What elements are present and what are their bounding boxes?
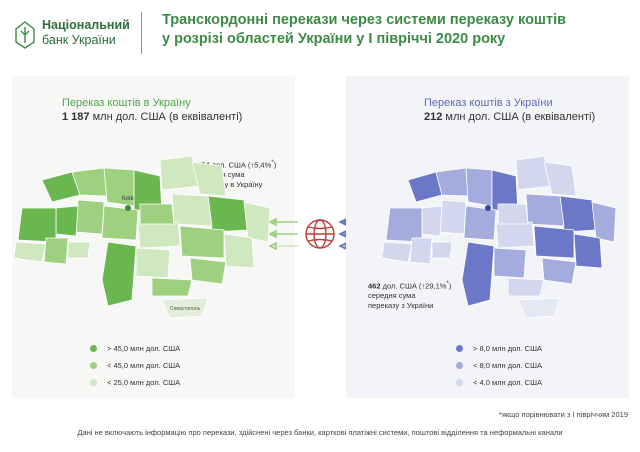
inbound-map: Київ Севастополь: [13, 155, 271, 319]
region-kherson: [151, 277, 193, 297]
outbound-average-value: 462: [368, 281, 381, 291]
footnote: *якщо порівнювати з І півріччям 2019: [498, 410, 628, 419]
title-line2: у розрізі областей України у І півріччі …: [162, 31, 506, 47]
region-lviv: [17, 207, 57, 243]
legend-label: > 8,0 млн дол. США: [473, 344, 542, 353]
legend-dot-icon: [90, 379, 97, 386]
inbound-title: Переказ коштів в Україну 1 187 млн дол. …: [62, 96, 242, 124]
outbound-footnote-mark: *: [446, 280, 449, 287]
inbound-legend-item: < 45,0 млн дол. США: [90, 357, 180, 374]
region-cherkasy: [139, 203, 175, 225]
region-mykolaiv: [135, 247, 171, 279]
logo-text: Національний банк України: [42, 18, 130, 48]
inbound-heading: Переказ коштів в Україну: [62, 97, 191, 109]
kyiv-label: Київ: [122, 196, 134, 202]
legend-label: < 25,0 млн дол. США: [107, 378, 181, 387]
footer-disclaimer: Дані не включають інформацію про переказ…: [77, 428, 563, 437]
region-crimea: [161, 297, 209, 319]
page-title: Транскордонні перекази через системи пер…: [162, 11, 622, 49]
inbound-amount-suffix: млн дол. США (в еквіваленті): [89, 111, 243, 123]
logo-line2: банк України: [42, 33, 116, 47]
region-donetsk: [223, 233, 255, 269]
globe-icon: [305, 219, 335, 249]
inbound-legend: > 45,0 млн дол. США < 45,0 млн дол. США …: [90, 340, 180, 391]
region-vinnytsia: [101, 205, 139, 241]
outbound-average-change: дол. США (↑29,1%: [380, 281, 447, 291]
outbound-amount: 212: [424, 111, 443, 123]
legend-label: < 45,0 млн дол. США: [107, 361, 181, 370]
header: Національний банк України Транскордонні …: [0, 0, 640, 66]
region-kirovohrad: [137, 221, 181, 249]
title-line1: Транскордонні перекази через системи пер…: [162, 12, 567, 28]
outbound-average-note: 462 дол. США (↑29,1%*) середня сума пере…: [368, 279, 451, 310]
outbound-close-paren: ): [448, 281, 452, 291]
inbound-footnote-mark: *: [271, 159, 274, 166]
legend-dot-icon: [90, 362, 97, 369]
outbound-note-line2: середня сума: [368, 291, 416, 300]
region-ivano-frankivsk: [43, 237, 69, 265]
legend-dot-icon: [456, 345, 463, 352]
inbound-close-paren: ): [273, 160, 277, 170]
legend-dot-icon: [456, 379, 463, 386]
inbound-amount: 1 187: [62, 111, 90, 123]
region-chernivtsi: [67, 241, 91, 259]
region-khmelnytskyi: [75, 199, 105, 235]
region-kharkiv: [207, 195, 249, 233]
region-zakarpattia: [13, 241, 47, 263]
nbu-emblem-icon: [15, 21, 35, 49]
legend-label: > 45,0 млн дол. США: [107, 344, 181, 353]
outbound-legend: > 8,0 млн дол. США < 8,0 млн дол. США < …: [456, 340, 542, 391]
header-divider: [141, 12, 142, 54]
outbound-note-line3: переказу з України: [368, 300, 434, 310]
crimea-label: Севастополь: [170, 306, 201, 312]
logo-line1: Національний: [42, 18, 130, 32]
inbound-average-change: дол. США (↑5,4%: [209, 160, 272, 170]
region-chernihiv: [159, 155, 201, 191]
inbound-note-line3: переказу в Україну: [197, 179, 263, 189]
legend-label: < 4,0 млн дол. США: [473, 378, 542, 387]
outbound-heading: Переказ коштів з України: [424, 97, 553, 109]
inbound-legend-item: < 25,0 млн дол. США: [90, 374, 180, 391]
legend-dot-icon: [90, 345, 97, 352]
outbound-title: Переказ коштів з України 212 млн дол. СШ…: [424, 96, 595, 124]
region-sumy: [191, 161, 227, 197]
outbound-legend-item: < 4,0 млн дол. США: [456, 374, 542, 391]
region-dnipro: [179, 225, 225, 259]
region-luhansk: [243, 201, 271, 243]
outbound-map: [381, 155, 617, 319]
region-zaporizhzhia: [189, 257, 227, 285]
region-odesa: [101, 241, 137, 307]
outbound-legend-item: < 8,0 млн дол. США: [456, 357, 542, 374]
inbound-legend-item: > 45,0 млн дол. США: [90, 340, 180, 357]
legend-label: < 8,0 млн дол. США: [473, 361, 542, 370]
region-ternopil: [55, 205, 79, 237]
legend-dot-icon: [456, 362, 463, 369]
kyiv-marker: [125, 205, 131, 211]
nbu-logo: Національний банк України: [14, 14, 154, 54]
transfer-arrows: [268, 217, 368, 251]
region-poltava: [171, 193, 213, 227]
outbound-amount-suffix: млн дол. США (в еквіваленті): [442, 111, 596, 123]
outbound-legend-item: > 8,0 млн дол. США: [456, 340, 542, 357]
